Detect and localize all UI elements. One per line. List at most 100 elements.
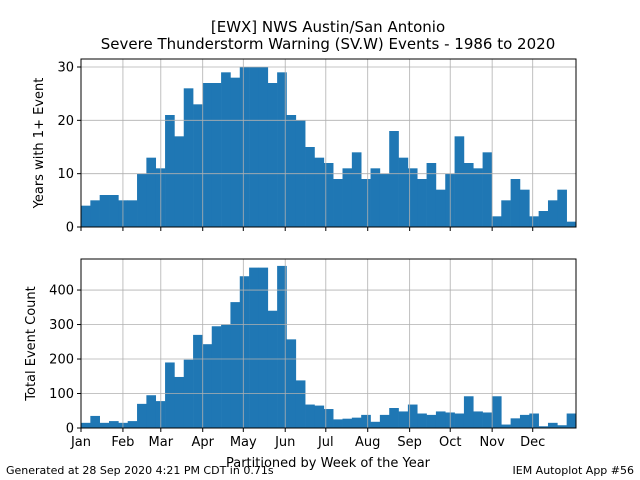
bottom-bar — [333, 419, 343, 428]
top-bar — [342, 168, 353, 227]
top-y-tick-label: 20 — [57, 114, 74, 129]
top-bar — [183, 88, 194, 227]
bottom-bar — [426, 414, 437, 428]
bottom-bar — [323, 409, 334, 428]
top-bar — [519, 189, 530, 227]
top-bar — [482, 152, 493, 227]
x-month-tick-label: May — [230, 435, 257, 450]
bottom-bar — [417, 413, 427, 428]
top-bar — [538, 211, 549, 227]
bottom-bar — [202, 344, 213, 428]
bottom-bar — [361, 414, 371, 428]
top-bar — [510, 179, 521, 227]
bottom-bar — [566, 413, 577, 428]
bottom-bar — [165, 362, 175, 428]
top-bar — [230, 77, 241, 227]
top-bar — [547, 200, 558, 227]
x-month-tick-label: Dec — [520, 435, 545, 450]
bottom-bar — [529, 413, 539, 428]
footer-generated-text: Generated at 28 Sep 2020 4:21 PM CDT in … — [6, 464, 274, 477]
top-bar — [127, 200, 138, 227]
bottom-bar — [370, 421, 381, 428]
top-bar — [249, 67, 259, 227]
x-month-tick-label: Sep — [397, 435, 422, 450]
top-bar — [146, 157, 157, 227]
bottom-bar — [557, 425, 567, 428]
x-month-tick-label: Jan — [70, 435, 91, 450]
top-bar — [174, 136, 185, 227]
bottom-y-tick-label: 100 — [49, 387, 74, 402]
bottom-bar — [379, 414, 390, 428]
bottom-bar — [389, 408, 399, 428]
x-month-tick-label: Feb — [111, 435, 134, 450]
top-y-tick-label: 10 — [57, 167, 74, 182]
bottom-y-tick-label: 200 — [49, 353, 74, 368]
bottom-bar — [99, 422, 110, 428]
chart-title: [EWX] NWS Austin/San Antonio — [211, 18, 445, 36]
chart-subtitle: Severe Thunderstorm Warning (SV.W) Event… — [101, 35, 555, 53]
top-panel-years-with-event: 0 10 20 30 — [57, 58, 577, 236]
top-bar — [165, 115, 175, 227]
bottom-bar — [230, 302, 241, 428]
top-bar — [435, 189, 446, 227]
bottom-axes-frame — [80, 258, 577, 429]
top-bar — [81, 205, 91, 227]
x-axis-label: Partitioned by Week of the Year — [226, 456, 431, 471]
top-bar — [99, 195, 110, 227]
bottom-bar — [267, 310, 278, 428]
top-axes-frame — [80, 58, 577, 228]
x-month-tick-label: Oct — [439, 435, 461, 450]
top-bar — [491, 216, 502, 227]
bottom-bar — [398, 411, 409, 428]
bottom-bar — [221, 324, 231, 428]
bottom-y-tick-label: 300 — [49, 318, 74, 333]
bottom-bar — [258, 267, 269, 428]
bottom-bar — [491, 396, 502, 428]
bottom-bar — [482, 412, 493, 428]
top-bar — [314, 157, 325, 227]
bottom-bar — [295, 380, 306, 428]
top-bar — [529, 216, 539, 227]
bottom-bar — [211, 326, 222, 428]
bottom-bar — [351, 417, 362, 428]
top-bar — [286, 115, 297, 227]
footer-app-label: IEM Autoplot App #56 — [512, 464, 635, 477]
top-bar — [379, 173, 390, 227]
top-bar — [566, 221, 577, 227]
bottom-bar — [342, 418, 353, 428]
bottom-bar — [454, 413, 465, 428]
top-y-tick-label: 30 — [57, 61, 74, 76]
top-bar — [398, 157, 409, 227]
x-month-tick-label: Aug — [355, 435, 380, 450]
bottom-bar — [127, 421, 138, 428]
top-bar — [211, 83, 222, 227]
top-bar — [417, 179, 427, 227]
top-bar — [323, 163, 334, 227]
bottom-y-tick-label: 400 — [49, 284, 74, 299]
bottom-bar — [538, 426, 549, 428]
x-month-tick-label: Jul — [317, 435, 334, 450]
bottom-bar — [174, 376, 185, 428]
top-bar — [557, 189, 567, 227]
x-month-tick-label: Apr — [191, 435, 214, 450]
bottom-y-tick-label: 0 — [66, 422, 74, 437]
top-bar — [109, 195, 119, 227]
bottom-bar — [193, 334, 203, 428]
bottom-bar — [249, 267, 259, 428]
top-bar — [407, 168, 418, 227]
bottom-bar — [547, 422, 558, 428]
bottom-bar — [463, 396, 474, 428]
bottom-bar — [146, 395, 157, 428]
bottom-bar — [305, 404, 315, 428]
top-bar — [501, 200, 511, 227]
top-bar — [426, 163, 437, 227]
top-y-axis-label: Years with 1+ Event — [32, 78, 47, 210]
top-bar — [463, 163, 474, 227]
bottom-bar — [239, 276, 250, 428]
top-bar — [258, 67, 269, 227]
bottom-y-axis-label: Total Event Count — [24, 286, 39, 401]
top-bar — [239, 67, 250, 227]
top-bar — [277, 72, 287, 227]
top-bar — [351, 152, 362, 227]
